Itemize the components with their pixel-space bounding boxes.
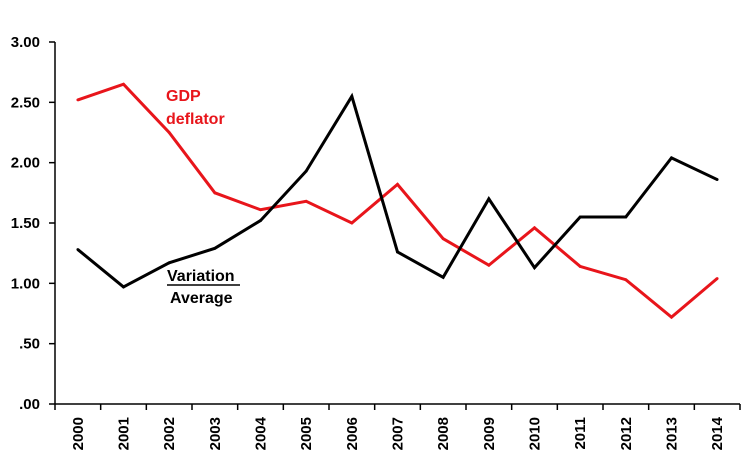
x-tick-label: 2010 xyxy=(527,417,544,450)
data-point-variation-average xyxy=(259,219,262,222)
x-tick-label: 2000 xyxy=(70,417,87,450)
annotations: GDP deflator Variation Average xyxy=(166,88,240,307)
x-tick-label: 2004 xyxy=(253,416,270,450)
data-point-variation-average xyxy=(213,246,217,250)
variation-label: Variation xyxy=(167,268,235,285)
data-point-variation-average xyxy=(350,94,354,98)
data-point-gdp-deflator xyxy=(122,82,125,86)
x-tick-label: 2008 xyxy=(435,417,452,450)
data-point-variation-average xyxy=(578,215,582,219)
x-tick-label: 2009 xyxy=(481,417,498,450)
data-point-variation-average xyxy=(624,215,628,219)
data-point-gdp-deflator xyxy=(487,263,491,267)
x-tick-label: 2005 xyxy=(298,417,315,450)
y-tick-label: .50 xyxy=(19,336,40,353)
data-point-gdp-deflator xyxy=(350,221,354,225)
x-tick-label: 2007 xyxy=(390,417,407,450)
y-tick-label: 2.50 xyxy=(11,94,40,111)
data-point-variation-average xyxy=(670,156,673,160)
y-tick-label: 1.50 xyxy=(11,215,40,232)
x-axis-ticks: 2000 2001 2002 2003 2004 2005 2006 2007 2008 2009… xyxy=(54,404,741,450)
x-tick-label: 2011 xyxy=(572,417,589,450)
data-point-variation-average xyxy=(487,197,491,201)
x-tick-label: 2003 xyxy=(207,417,224,450)
data-point-variation-average xyxy=(396,250,399,254)
y-tick-label: 2.00 xyxy=(11,155,40,172)
x-tick-label: 2012 xyxy=(618,417,635,450)
data-point-variation-average xyxy=(304,169,308,173)
data-point-gdp-deflator xyxy=(715,277,719,280)
data-point-gdp-deflator xyxy=(670,315,673,319)
x-tick-label: 2002 xyxy=(161,417,178,450)
data-point-variation-average xyxy=(76,248,80,251)
data-point-variation-average xyxy=(533,266,536,270)
data-point-gdp-deflator xyxy=(76,98,80,102)
y-axis-ticks: 3.00 2.50 2.00 1.50 1.00 .50 .00 xyxy=(11,34,55,413)
data-point-gdp-deflator xyxy=(213,191,217,195)
data-point-gdp-deflator xyxy=(259,208,262,212)
y-tick-label: 1.00 xyxy=(11,275,40,292)
gdp-deflator-label-line1: GDP xyxy=(166,88,201,105)
data-point-gdp-deflator xyxy=(304,199,308,203)
data-point-gdp-deflator xyxy=(396,182,399,186)
y-tick-label: 3.00 xyxy=(11,34,40,51)
data-point-variation-average xyxy=(122,285,125,289)
x-tick-label: 2013 xyxy=(664,417,681,450)
series-layer xyxy=(76,82,719,320)
data-point-gdp-deflator xyxy=(167,131,171,134)
data-point-variation-average xyxy=(167,261,171,265)
average-label: Average xyxy=(170,290,233,307)
axes xyxy=(54,42,740,405)
data-point-gdp-deflator xyxy=(441,237,445,241)
x-tick-label: 2014 xyxy=(709,416,726,450)
gdp-deflator-label-line2: deflator xyxy=(166,111,225,128)
data-point-variation-average xyxy=(715,178,719,181)
y-tick-label: .00 xyxy=(19,396,40,413)
data-point-variation-average xyxy=(441,275,445,279)
x-tick-label: 2006 xyxy=(344,417,361,450)
data-point-gdp-deflator xyxy=(578,265,582,268)
data-point-gdp-deflator xyxy=(624,278,628,282)
data-point-gdp-deflator xyxy=(533,226,536,230)
x-tick-label: 2001 xyxy=(116,417,133,450)
